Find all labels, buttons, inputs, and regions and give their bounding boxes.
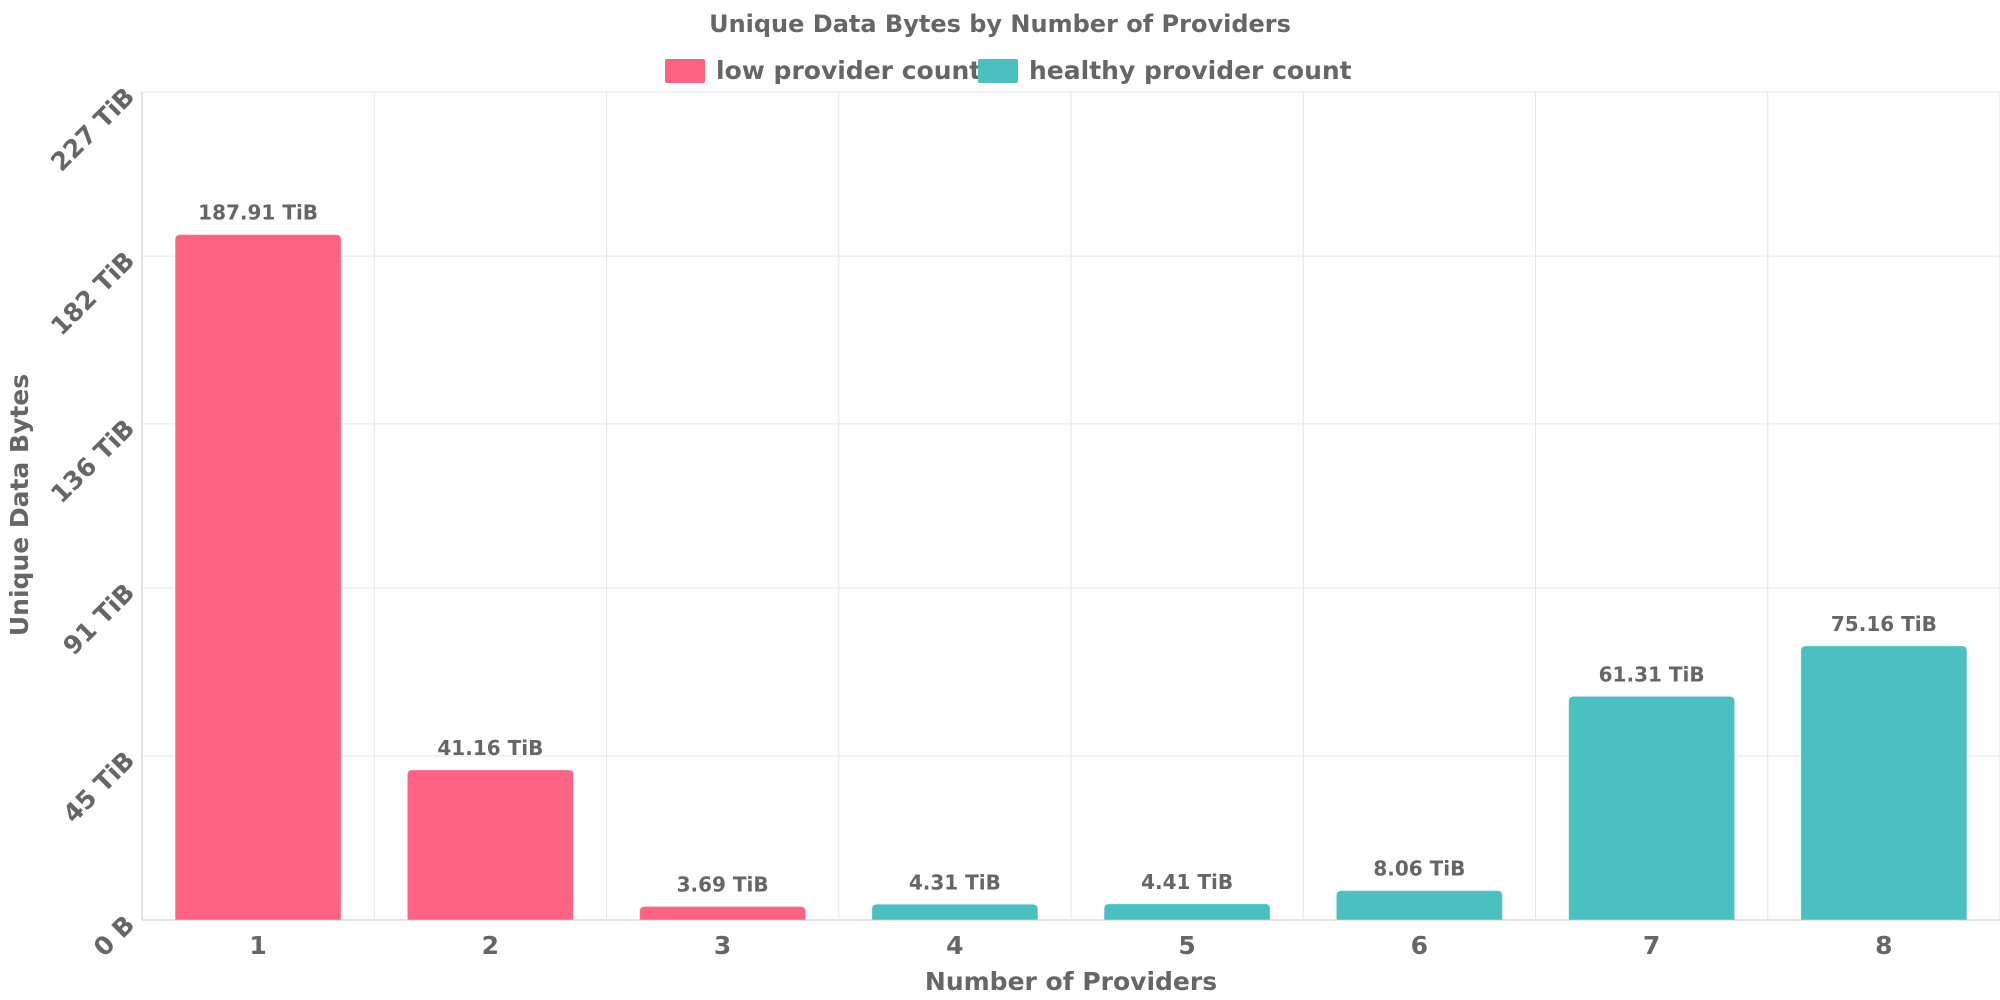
bar-7[interactable] <box>1568 695 1736 921</box>
data-label-7: 61.31 TiB <box>1599 662 1705 686</box>
x-axis-title: Number of Providers <box>925 967 1217 996</box>
bar-2[interactable] <box>406 769 574 921</box>
data-label-5: 4.41 TiB <box>1141 870 1233 894</box>
x-tick-label-4: 4 <box>946 931 963 960</box>
bar-1[interactable] <box>174 234 342 921</box>
y-axis-title: Unique Data Bytes <box>5 374 34 636</box>
legend-label-low[interactable]: low provider count <box>716 56 981 85</box>
data-label-4: 4.31 TiB <box>909 870 1001 894</box>
bar-3[interactable] <box>639 906 807 921</box>
y-tick-label: 136 TiB <box>45 414 140 509</box>
legend-swatch-healthy[interactable] <box>978 59 1018 83</box>
y-tick-label: 45 TiB <box>57 746 140 829</box>
data-label-2: 41.16 TiB <box>437 736 543 760</box>
legend-swatch-low[interactable] <box>665 59 705 83</box>
bar-5[interactable] <box>1103 903 1271 921</box>
data-label-6: 8.06 TiB <box>1373 857 1465 881</box>
legend-label-healthy[interactable]: healthy provider count <box>1029 56 1352 85</box>
data-labels: 187.91 TiB 41.16 TiB 3.69 TiB 4.31 TiB 4.41 … <box>198 201 1937 897</box>
data-label-8: 75.16 TiB <box>1831 612 1937 636</box>
bar-4[interactable] <box>871 903 1039 921</box>
x-tick-label-7: 7 <box>1643 931 1660 960</box>
data-label-1: 187.91 TiB <box>198 201 318 225</box>
x-tick-label-1: 1 <box>249 931 266 960</box>
x-tick-label-3: 3 <box>714 931 731 960</box>
x-tick-label-5: 5 <box>1178 931 1195 960</box>
data-label-3: 3.69 TiB <box>677 873 769 897</box>
x-tick-label-2: 2 <box>482 931 499 960</box>
x-axis-ticks: 1 2 3 4 5 6 7 8 <box>249 931 1892 960</box>
grid <box>141 91 2000 921</box>
y-tick-label: 227 TiB <box>45 82 140 177</box>
legend[interactable]: low provider count healthy provider coun… <box>665 56 1352 85</box>
bar-6[interactable] <box>1335 890 1503 921</box>
bars <box>174 234 1968 921</box>
y-tick-label: 91 TiB <box>57 578 140 661</box>
y-tick-label: 182 TiB <box>45 246 140 341</box>
y-axis-ticks: 0 B 45 TiB 91 TiB 136 TiB 182 TiB 227 TiB <box>45 82 140 962</box>
y-tick-label: 0 B <box>88 910 140 962</box>
bar-8[interactable] <box>1800 645 1968 921</box>
x-tick-label-6: 6 <box>1411 931 1428 960</box>
x-tick-label-8: 8 <box>1875 931 1892 960</box>
chart-title: Unique Data Bytes by Number of Providers <box>709 10 1291 38</box>
